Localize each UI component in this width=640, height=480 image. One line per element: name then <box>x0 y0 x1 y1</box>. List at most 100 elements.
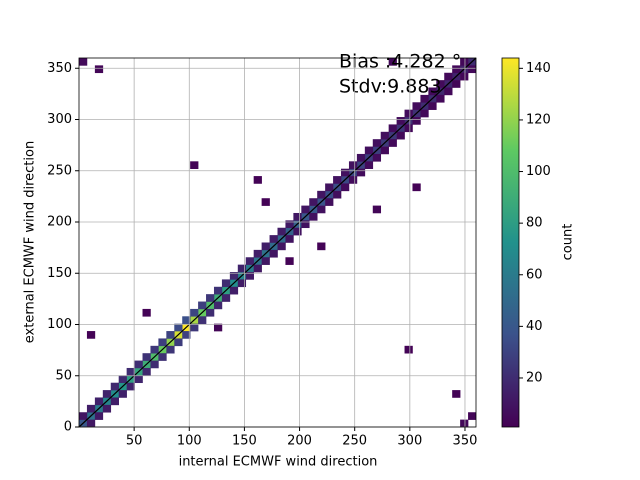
x-tick-label: 50 <box>126 434 143 449</box>
heat-cell <box>190 161 199 169</box>
heat-cell <box>94 397 104 406</box>
heat-cell <box>110 382 119 391</box>
heat-cell <box>213 323 223 332</box>
y-tick-label: 200 <box>47 215 72 230</box>
heat-cell <box>158 353 167 361</box>
heat-cell <box>380 131 389 140</box>
heat-cell <box>150 345 159 354</box>
heat-cell <box>452 65 461 74</box>
heat-cell <box>356 168 366 177</box>
heat-cell <box>110 397 119 406</box>
heat-cell <box>372 153 382 162</box>
heat-cell <box>285 220 294 229</box>
heat-cell <box>94 412 104 420</box>
colorbar-tick-label: 140 <box>526 61 551 76</box>
heat-cell <box>420 109 429 118</box>
colorbar-tick-label: 120 <box>526 112 551 127</box>
heat-cell <box>237 279 247 288</box>
heat-cell <box>348 161 358 169</box>
heat-cell <box>198 316 207 324</box>
heat-cell <box>333 190 342 199</box>
heat-cell <box>102 390 112 398</box>
heat-cell <box>174 338 183 347</box>
heat-cell <box>245 257 254 265</box>
heat-cell <box>444 72 453 81</box>
heat-cell <box>372 139 382 147</box>
heat-cell <box>269 249 278 258</box>
heat-cell <box>293 227 302 236</box>
annotation: Stdv:9.883 <box>339 76 442 98</box>
heat-cell <box>436 94 445 103</box>
heat-cell <box>325 183 334 192</box>
heat-cell <box>166 331 175 339</box>
heat-cell <box>158 338 167 347</box>
heat-cell <box>190 308 199 317</box>
y-axis-label: external ECMWF wind direction <box>23 141 38 343</box>
colorbar-tick-label: 60 <box>526 267 543 282</box>
heat-cell <box>404 109 413 118</box>
heat-cell <box>213 301 223 310</box>
heat-cell <box>301 205 310 214</box>
heat-cell <box>134 375 143 384</box>
heat-cell <box>206 308 215 317</box>
heat-cell <box>142 367 151 376</box>
heat-cell <box>261 198 270 206</box>
heat-cell <box>460 58 469 66</box>
x-tick-label: 200 <box>287 434 312 449</box>
heat-cell <box>420 94 429 103</box>
heat-cell <box>182 316 191 324</box>
heat-cell <box>86 404 96 413</box>
heat-cell <box>134 360 143 369</box>
colorbar-tick-label: 80 <box>526 216 543 231</box>
heat-cell <box>396 117 405 125</box>
heat-cell <box>237 264 247 273</box>
heat-cell <box>460 419 469 427</box>
heat-cell <box>317 205 326 214</box>
heat-cell <box>126 367 135 376</box>
heat-cell <box>468 65 476 74</box>
y-tick-label: 300 <box>47 112 72 127</box>
heat-cell <box>412 183 421 192</box>
identity-line <box>78 57 477 428</box>
x-tick-label: 350 <box>453 434 478 449</box>
heat-cell <box>166 345 175 354</box>
heat-cell <box>229 272 239 280</box>
colorbar-tick-label: 40 <box>526 319 543 334</box>
heat-cell <box>301 220 310 229</box>
heat-cell <box>102 404 112 413</box>
heat-cell <box>341 168 350 177</box>
x-axis-label: internal ECMWF wind direction <box>179 455 378 470</box>
heat-cell <box>142 353 151 361</box>
heat-cell <box>94 65 104 74</box>
heat-cell <box>436 80 445 88</box>
heat-cell <box>229 286 239 295</box>
heat-cell <box>380 146 389 155</box>
colorbar-tick-label: 20 <box>526 370 543 385</box>
heat-cell <box>428 102 437 110</box>
heat-cell <box>356 153 366 162</box>
heat-cell <box>261 257 270 265</box>
heat-cell <box>86 331 96 339</box>
heat-cell <box>452 80 461 88</box>
x-tick-label: 250 <box>342 434 367 449</box>
heat-cell <box>372 205 382 214</box>
heat-cell <box>317 242 326 251</box>
heat-cell <box>277 242 286 251</box>
heat-cell <box>364 161 374 169</box>
heat-cell <box>269 235 278 243</box>
x-tick-label: 300 <box>397 434 422 449</box>
heat-cell <box>293 212 302 221</box>
heat-cell <box>317 190 326 199</box>
colorbar <box>501 57 520 428</box>
heat-cell <box>309 198 318 206</box>
heat-cell <box>412 117 421 125</box>
heat-cell <box>118 375 127 384</box>
y-tick-label: 350 <box>47 61 72 76</box>
heat-cell <box>333 176 342 184</box>
heat-cell <box>285 235 294 243</box>
heat-cell <box>150 360 159 369</box>
heat-cell <box>460 72 469 81</box>
heat-cell <box>221 294 231 302</box>
